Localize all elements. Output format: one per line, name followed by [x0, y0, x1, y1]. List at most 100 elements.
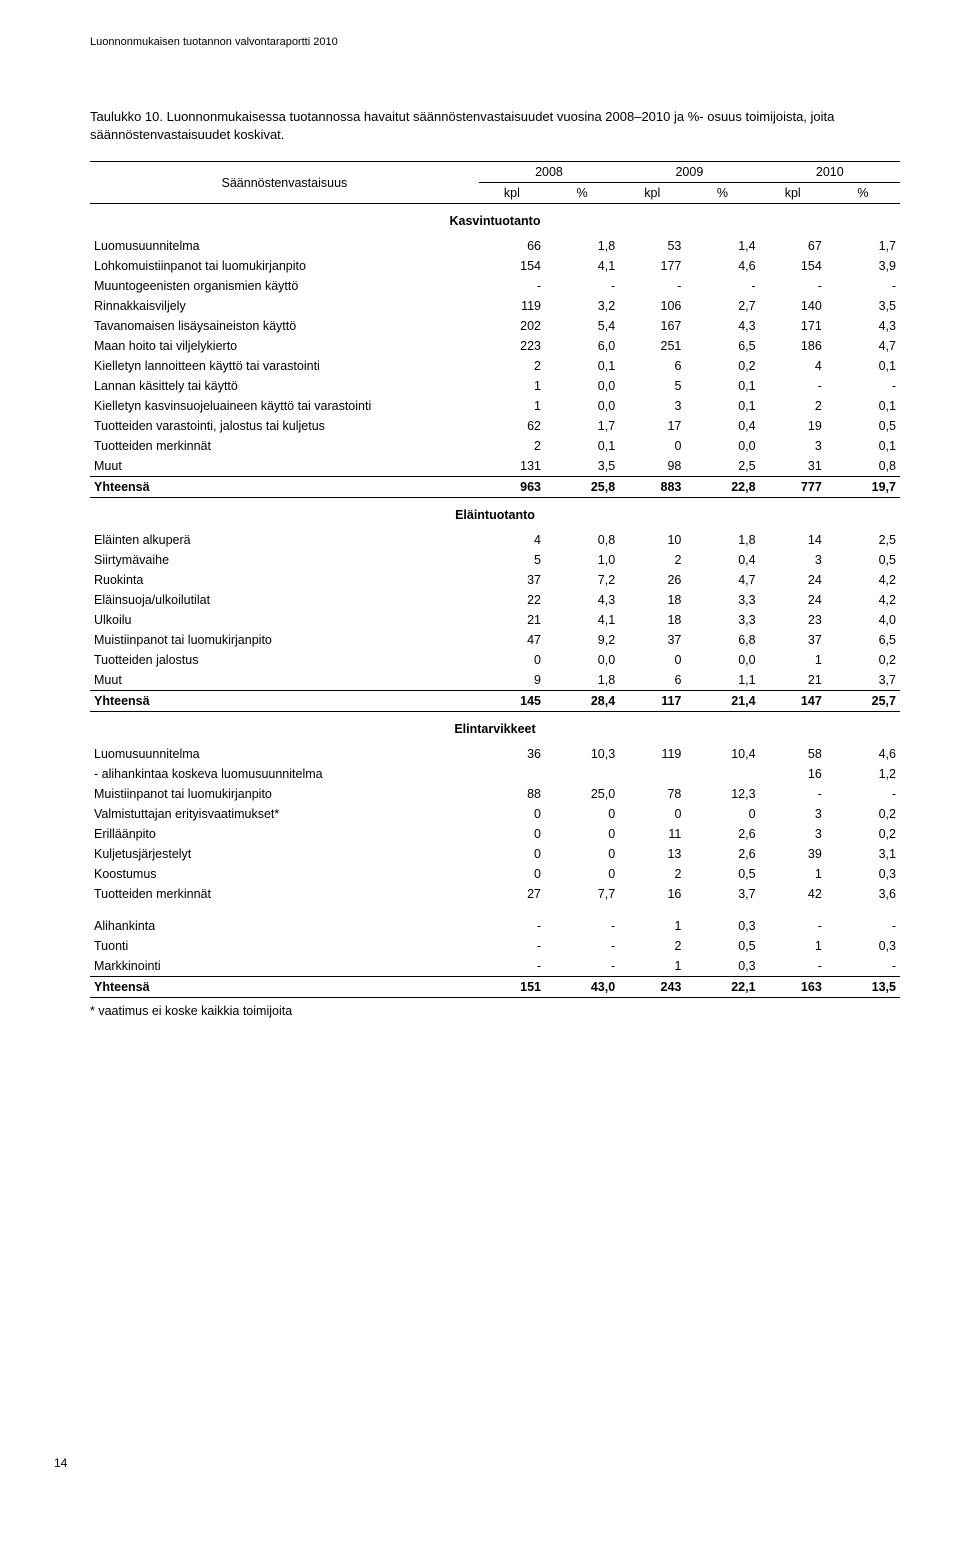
table-row: Valmistuttajan erityisvaatimukset*000030… [90, 804, 900, 824]
row-value: 66 [479, 236, 545, 256]
row-value: 0 [545, 824, 619, 844]
row-label: Kuljetusjärjestelyt [90, 844, 479, 864]
row-value: 154 [760, 256, 826, 276]
sum-row: Yhteensä14528,411721,414725,7 [90, 691, 900, 712]
row-label: Valmistuttajan erityisvaatimukset* [90, 804, 479, 824]
row-label: Muuntogeenisten organismien käyttö [90, 276, 479, 296]
row-value: 39 [760, 844, 826, 864]
sum-value: 21,4 [685, 691, 759, 712]
row-value: 0,1 [826, 356, 900, 376]
row-value: 1,2 [826, 764, 900, 784]
row-value: 6 [619, 670, 685, 691]
sum-value: 151 [479, 977, 545, 998]
row-label: Muut [90, 670, 479, 691]
row-value: 119 [619, 744, 685, 764]
row-value: 6,8 [685, 630, 759, 650]
section-title: Eläintuotanto [90, 498, 900, 531]
unit-header: % [545, 183, 619, 204]
table-row: Eläinten alkuperä40,8101,8142,5 [90, 530, 900, 550]
row-label: Luomusuunnitelma [90, 744, 479, 764]
sum-value: 22,1 [685, 977, 759, 998]
sum-value: 145 [479, 691, 545, 712]
row-value: 1,0 [545, 550, 619, 570]
row-value: 4,6 [826, 744, 900, 764]
row-label: Maan hoito tai viljelykierto [90, 336, 479, 356]
row-value: 0,1 [685, 396, 759, 416]
row-value: - [760, 276, 826, 296]
row-value: 0,4 [685, 550, 759, 570]
row-label: Tavanomaisen lisäysaineiston käyttö [90, 316, 479, 336]
row-value: 1 [619, 916, 685, 936]
row-value: 2,6 [685, 824, 759, 844]
row-value: 1,7 [826, 236, 900, 256]
row-value: 9 [479, 670, 545, 691]
row-label: Ulkoilu [90, 610, 479, 630]
row-label: Siirtymävaihe [90, 550, 479, 570]
row-value: 0 [479, 844, 545, 864]
row-value: 140 [760, 296, 826, 316]
row-value: 4,2 [826, 570, 900, 590]
row-value: 17 [619, 416, 685, 436]
unit-header: % [685, 183, 759, 204]
row-value: 3,3 [685, 610, 759, 630]
sum-value: 117 [619, 691, 685, 712]
row-header-label: Säännöstenvastaisuus [90, 162, 479, 204]
row-value: - [760, 956, 826, 977]
row-value: 1 [479, 376, 545, 396]
year-header: 2008 [479, 162, 619, 183]
row-value: 177 [619, 256, 685, 276]
row-value: 0,4 [685, 416, 759, 436]
row-label: Alihankinta [90, 916, 479, 936]
row-value: 0,8 [826, 456, 900, 477]
row-value: 16 [619, 884, 685, 904]
sum-label: Yhteensä [90, 477, 479, 498]
row-value: 37 [760, 630, 826, 650]
row-value [479, 764, 545, 784]
row-value: 5 [619, 376, 685, 396]
row-value: 1,4 [685, 236, 759, 256]
row-value: 4,3 [826, 316, 900, 336]
row-value: 1,8 [685, 530, 759, 550]
row-value: - [545, 276, 619, 296]
row-value: 10 [619, 530, 685, 550]
row-value: 3,6 [826, 884, 900, 904]
table-row: Kuljetusjärjestelyt00132,6393,1 [90, 844, 900, 864]
sum-value: 883 [619, 477, 685, 498]
sum-value: 22,8 [685, 477, 759, 498]
row-value: 7,2 [545, 570, 619, 590]
unit-header: kpl [760, 183, 826, 204]
row-label: Muistiinpanot tai luomukirjanpito [90, 630, 479, 650]
row-value: 0,2 [685, 356, 759, 376]
row-value: 2 [479, 436, 545, 456]
row-value: 0 [479, 804, 545, 824]
row-value: 3,5 [545, 456, 619, 477]
row-value: 202 [479, 316, 545, 336]
row-value: 1 [619, 956, 685, 977]
row-value: - [479, 936, 545, 956]
sum-value: 243 [619, 977, 685, 998]
row-label: Kielletyn kasvinsuojeluaineen käyttö tai… [90, 396, 479, 416]
row-value: - [826, 956, 900, 977]
row-value: 23 [760, 610, 826, 630]
row-value: 3,1 [826, 844, 900, 864]
row-value [545, 764, 619, 784]
row-value: 0,5 [685, 936, 759, 956]
row-value: 0,8 [545, 530, 619, 550]
table-row: Lohkomuistiinpanot tai luomukirjanpito15… [90, 256, 900, 276]
row-label: Kielletyn lannoitteen käyttö tai varasto… [90, 356, 479, 376]
table-row: Lannan käsittely tai käyttö10,050,1-- [90, 376, 900, 396]
row-value: 6,5 [826, 630, 900, 650]
row-value: 3,5 [826, 296, 900, 316]
table-row: Tavanomaisen lisäysaineiston käyttö2025,… [90, 316, 900, 336]
row-value: 2,7 [685, 296, 759, 316]
row-value: 1 [479, 396, 545, 416]
row-value: 119 [479, 296, 545, 316]
row-value: 3,2 [545, 296, 619, 316]
row-value: 0,1 [826, 396, 900, 416]
table-row: Tuotteiden merkinnät20,100,030,1 [90, 436, 900, 456]
table-row: Kielletyn lannoitteen käyttö tai varasto… [90, 356, 900, 376]
table-row: Tuotteiden varastointi, jalostus tai kul… [90, 416, 900, 436]
table-row: Muut91,861,1213,7 [90, 670, 900, 691]
table-row: - alihankintaa koskeva luomusuunnitelma1… [90, 764, 900, 784]
sum-value: 963 [479, 477, 545, 498]
